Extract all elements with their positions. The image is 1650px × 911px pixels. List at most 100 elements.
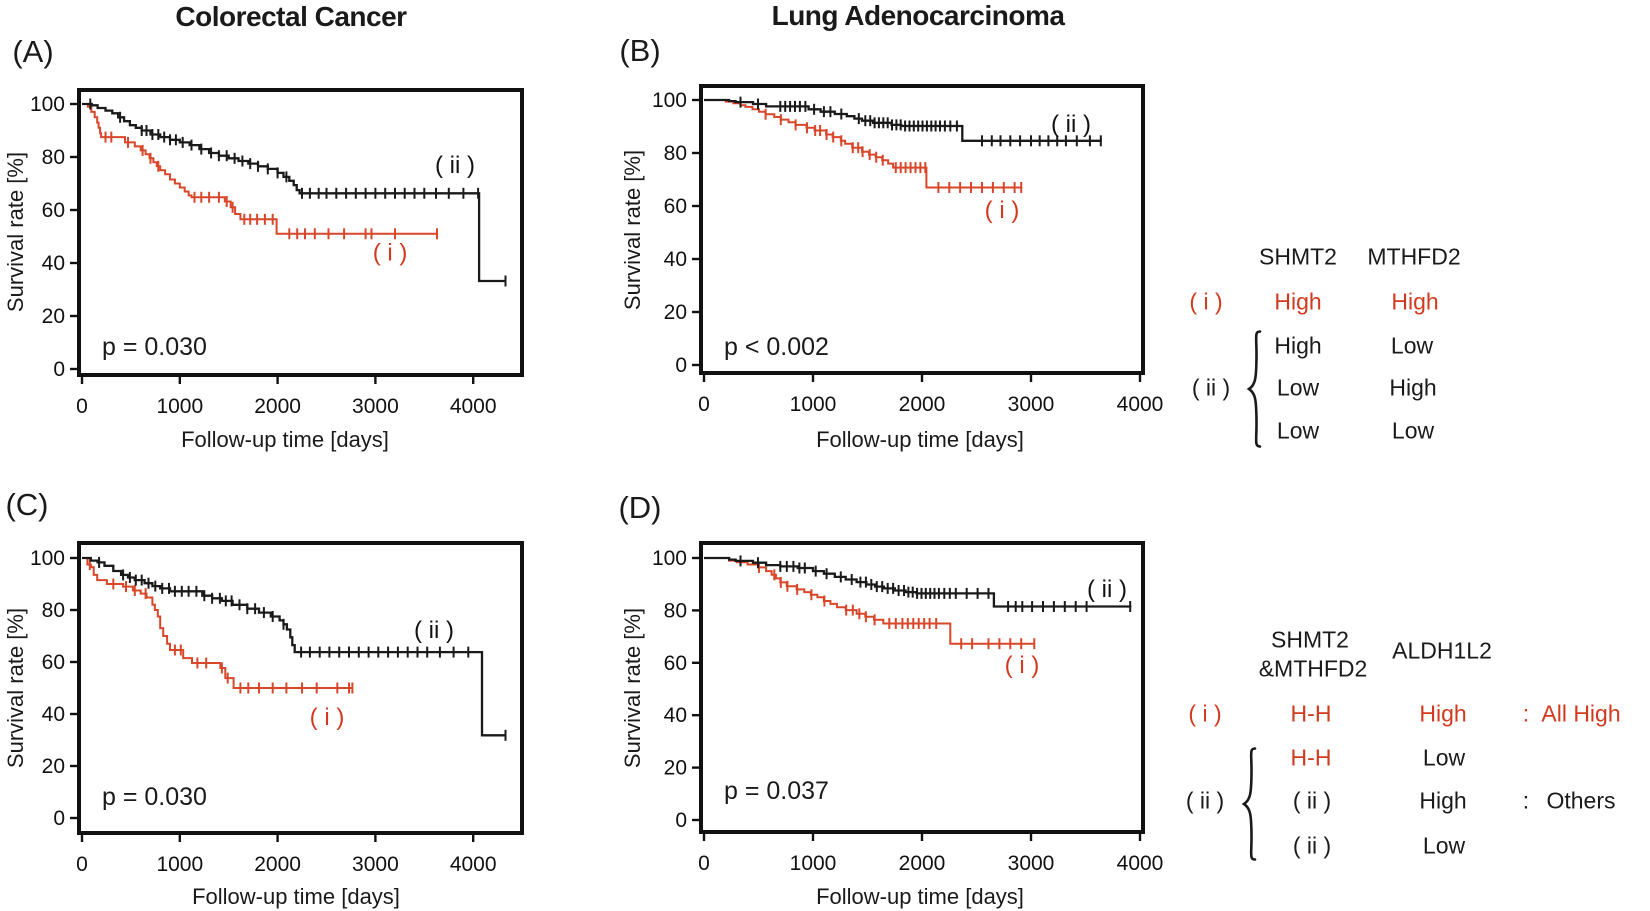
x-tick-label: 0 [698, 393, 710, 416]
y-tick-label: 100 [30, 547, 65, 570]
y-axis-label-a: Survival rate [%] [3, 151, 28, 313]
x-tick-label: 4000 [450, 853, 497, 876]
y-tick-label: 60 [664, 652, 687, 675]
p-value-b: p < 0.002 [724, 333, 829, 361]
y-tick-label: 80 [664, 599, 687, 622]
legend2-row-i-pair: H-H [1290, 700, 1332, 727]
panel-label-c: (C) [5, 487, 49, 522]
curve-label-i: ( i ) [1005, 652, 1040, 679]
y-axis-label-d: Survival rate [%] [620, 607, 645, 769]
y-tick-label: 20 [42, 305, 65, 328]
y-tick-label: 40 [42, 703, 65, 726]
y-tick-label: 80 [42, 146, 65, 169]
panel-D-plot: 0 1000 2000 3000 4000 100 80 60 40 20 0 ( i ) ( ii ) [652, 541, 1164, 875]
curve-label-i: ( i ) [310, 704, 345, 731]
legend2-row2-aldh: High [1419, 787, 1467, 814]
x-tick-label: 4000 [450, 395, 497, 418]
x-tick-label: 2000 [899, 852, 946, 875]
legend2-row-i-note: All High [1541, 700, 1621, 727]
legend2-row2-pair: ( ii ) [1292, 787, 1332, 814]
x-tick-label: 1000 [156, 395, 203, 418]
x-tick-label: 0 [698, 852, 710, 875]
y-tick-label: 60 [42, 651, 65, 674]
y-tick-label: 0 [675, 809, 687, 832]
x-tick-label: 1000 [156, 853, 203, 876]
legend1-row-i-mthfd2: High [1391, 288, 1439, 315]
x-tick-label: 3000 [1008, 852, 1055, 875]
legend1-row3-shmt2: Low [1276, 417, 1320, 444]
legend2-row1-pair: H-H [1290, 744, 1332, 771]
p-value-c: p = 0.030 [102, 783, 207, 811]
legend2-row3-pair: ( ii ) [1292, 832, 1332, 859]
panel-label-b: (B) [619, 33, 661, 68]
x-tick-label: 1000 [790, 393, 837, 416]
y-tick-label: 80 [664, 142, 687, 165]
km-curve-B-ii [704, 98, 1102, 142]
y-tick-label: 0 [675, 354, 687, 377]
curve-label-ii: ( ii ) [1051, 111, 1091, 138]
p-value-a: p = 0.030 [102, 333, 207, 361]
legend1-row2-shmt2: Low [1276, 374, 1320, 401]
x-tick-label: 3000 [352, 395, 399, 418]
panel-B-plot: 0 1000 2000 3000 4000 100 80 60 40 20 0 ( i ) ( ii ) [652, 84, 1164, 416]
y-tick-label: 100 [652, 547, 687, 570]
legend2-header-aldh1l2: ALDH1L2 [1392, 637, 1492, 664]
y-tick-label: 100 [652, 89, 687, 112]
legend1-group-i-label: ( i ) [1189, 288, 1223, 315]
km-curve-A-i [82, 103, 438, 235]
curve-label-i: ( i ) [985, 197, 1020, 224]
legend1-header-mthfd2: MTHFD2 [1367, 243, 1461, 270]
y-tick-label: 60 [664, 195, 687, 218]
y-tick-label: 20 [664, 757, 687, 780]
legend1-row2-mthfd2: High [1389, 374, 1437, 401]
km-curve-C-ii [82, 556, 507, 737]
legend1-row-i-shmt2: High [1274, 288, 1322, 315]
x-axis-label-c: Follow-up time [days] [192, 884, 400, 909]
x-axis-label-d: Follow-up time [days] [816, 884, 1024, 909]
x-axis-label-a: Follow-up time [days] [181, 427, 389, 452]
x-tick-label: 1000 [790, 852, 837, 875]
legend2-row-i-aldh: High [1419, 700, 1467, 727]
km-curve-C-i [82, 557, 353, 689]
legend2-row-i-colon: : [1522, 700, 1530, 727]
km-curve-A-ii [82, 102, 506, 283]
legend1-row3-mthfd2: Low [1391, 417, 1435, 444]
x-tick-label: 3000 [1008, 393, 1055, 416]
legend2-curly-brace [1241, 747, 1257, 861]
legend2-header-mthfd2: &MTHFD2 [1258, 655, 1368, 682]
legend2-header-shmt2: SHMT2 [1271, 626, 1349, 653]
x-tick-label: 2000 [254, 395, 301, 418]
curve-label-i: ( i ) [373, 239, 408, 266]
x-axis-label-b: Follow-up time [days] [816, 427, 1024, 452]
legend2-row3-aldh: Low [1422, 832, 1466, 859]
legend2-group-i-label: ( i ) [1188, 700, 1222, 727]
y-tick-label: 80 [42, 599, 65, 622]
y-tick-label: 0 [53, 807, 65, 830]
legend2-row2-colon: : [1522, 787, 1530, 814]
legend2-row1-aldh: Low [1422, 744, 1466, 771]
y-tick-label: 40 [664, 248, 687, 271]
x-tick-label: 4000 [1117, 393, 1164, 416]
legend1-row1-mthfd2: Low [1390, 332, 1434, 359]
x-tick-label: 0 [76, 853, 88, 876]
curve-label-ii: ( ii ) [414, 617, 454, 644]
panel-A-plot: 0 1000 2000 3000 4000 100 80 60 40 20 0 ( i ) ( ii ) [30, 88, 524, 418]
legend1-curly-brace [1246, 330, 1262, 448]
panel-C-plot: 0 1000 2000 3000 4000 100 80 60 40 20 0 ( i ) ( ii ) [30, 541, 524, 876]
y-tick-label: 0 [53, 358, 65, 381]
y-tick-label: 40 [664, 704, 687, 727]
legend1-header-shmt2: SHMT2 [1259, 243, 1337, 270]
x-tick-label: 2000 [899, 393, 946, 416]
km-curve-D-i [704, 557, 1035, 645]
x-tick-label: 2000 [254, 853, 301, 876]
x-tick-label: 4000 [1117, 852, 1164, 875]
p-value-d: p = 0.037 [724, 777, 829, 805]
y-tick-label: 40 [42, 252, 65, 275]
x-tick-label: 0 [76, 395, 88, 418]
y-axis-label-b: Survival rate [%] [620, 149, 645, 311]
y-axis-label-c: Survival rate [%] [3, 607, 28, 769]
y-tick-label: 60 [42, 199, 65, 222]
y-tick-label: 20 [664, 301, 687, 324]
